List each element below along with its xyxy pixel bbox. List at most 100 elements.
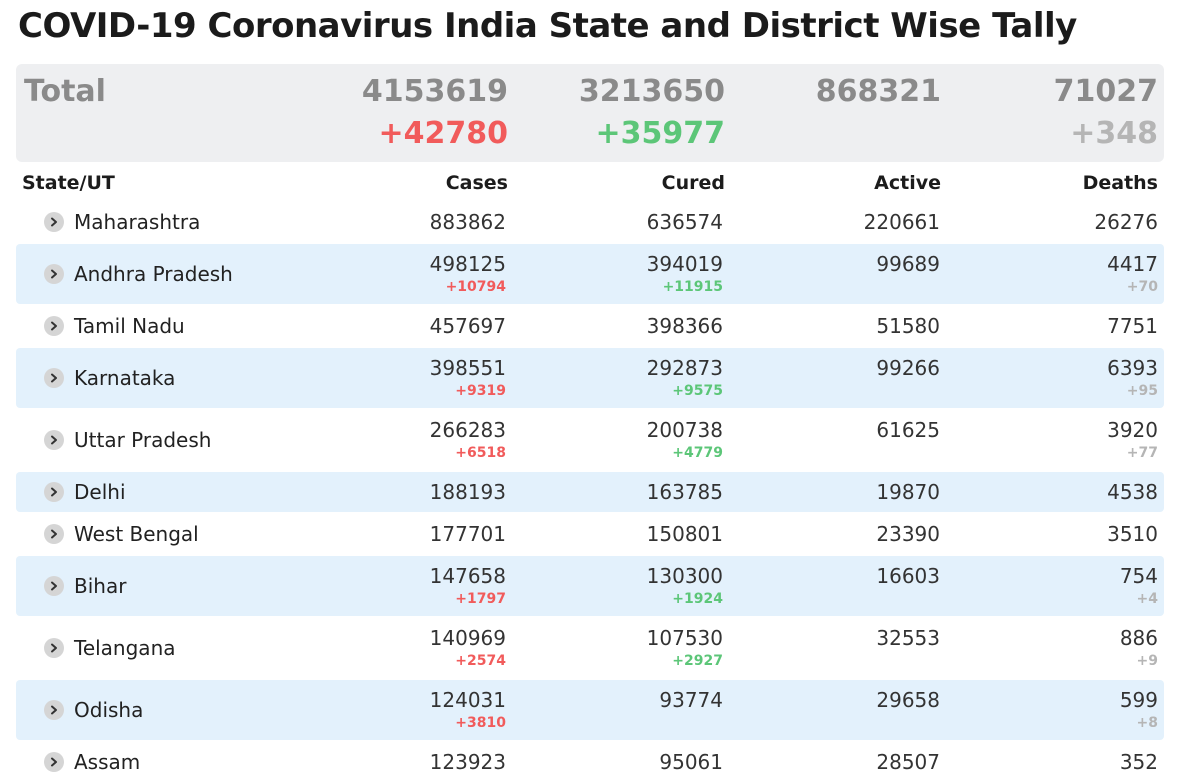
cases-value: 188193 bbox=[429, 480, 506, 504]
active-cell: 220661 bbox=[740, 210, 940, 234]
active-cell: 99689 bbox=[740, 252, 940, 276]
cases-delta: +3810 bbox=[455, 715, 506, 731]
cases-value: 398551 bbox=[429, 356, 506, 380]
table-row[interactable]: Karnataka 398551 +9319 292873 +9575 99266 6393… bbox=[16, 348, 1164, 408]
state-name: West Bengal bbox=[74, 522, 199, 546]
cured-cell: 200738 +4779 bbox=[523, 418, 723, 464]
state-cell[interactable]: Telangana bbox=[44, 636, 176, 660]
deaths-cell: 754 +4 bbox=[958, 564, 1158, 610]
total-summary: Total 4153619 +42780 3213650 +35977 8683… bbox=[16, 64, 1164, 162]
chevron-right-icon[interactable] bbox=[44, 524, 64, 544]
total-active: 868321 bbox=[741, 74, 941, 114]
deaths-cell: 7751 bbox=[958, 314, 1158, 338]
cured-value: 636574 bbox=[646, 210, 723, 234]
state-cell[interactable]: Odisha bbox=[44, 698, 143, 722]
total-cases: 4153619 +42780 bbox=[308, 74, 508, 151]
chevron-right-icon[interactable] bbox=[44, 638, 64, 658]
state-cell[interactable]: Karnataka bbox=[44, 366, 175, 390]
state-cell[interactable]: Delhi bbox=[44, 480, 126, 504]
total-cured-delta: +35977 bbox=[595, 116, 725, 151]
chevron-right-icon[interactable] bbox=[44, 482, 64, 502]
cured-cell: 107530 +2927 bbox=[523, 626, 723, 672]
chevron-right-icon[interactable] bbox=[44, 576, 64, 596]
cases-delta: +2574 bbox=[455, 653, 506, 669]
deaths-cell: 4538 bbox=[958, 480, 1158, 504]
table-row[interactable]: Delhi 188193 163785 19870 4538 bbox=[16, 472, 1164, 512]
cured-cell: 163785 bbox=[523, 480, 723, 504]
state-cell[interactable]: Tamil Nadu bbox=[44, 314, 185, 338]
cured-value: 163785 bbox=[646, 480, 723, 504]
active-value: 51580 bbox=[876, 314, 940, 338]
active-value: 61625 bbox=[876, 418, 940, 442]
deaths-value: 754 bbox=[1119, 564, 1158, 588]
cases-cell: 398551 +9319 bbox=[306, 356, 506, 402]
deaths-cell: 3510 bbox=[958, 522, 1158, 546]
state-name: Andhra Pradesh bbox=[74, 262, 233, 286]
chevron-right-icon[interactable] bbox=[44, 212, 64, 232]
table-row[interactable]: Andhra Pradesh 498125 +10794 394019 +11915 99… bbox=[16, 244, 1164, 304]
table-row[interactable]: Assam 123923 95061 28507 352 bbox=[16, 742, 1164, 776]
header-cured[interactable]: Cured bbox=[661, 172, 725, 194]
chevron-right-icon[interactable] bbox=[44, 752, 64, 772]
deaths-value: 26276 bbox=[1094, 210, 1158, 234]
total-cured: 3213650 +35977 bbox=[525, 74, 725, 151]
cases-value: 140969 bbox=[429, 626, 506, 650]
header-cases[interactable]: Cases bbox=[445, 172, 508, 194]
deaths-cell: 599 +8 bbox=[958, 688, 1158, 734]
cases-delta: +10794 bbox=[445, 279, 506, 295]
active-value: 99266 bbox=[876, 356, 940, 380]
deaths-value: 7751 bbox=[1107, 314, 1158, 338]
state-cell[interactable]: West Bengal bbox=[44, 522, 199, 546]
table-row[interactable]: Uttar Pradesh 266283 +6518 200738 +4779 61625… bbox=[16, 410, 1164, 470]
state-cell[interactable]: Uttar Pradesh bbox=[44, 428, 211, 452]
header-state[interactable]: State/UT bbox=[22, 172, 115, 194]
state-cell[interactable]: Bihar bbox=[44, 574, 126, 598]
total-active-value: 868321 bbox=[815, 74, 941, 109]
chevron-right-icon[interactable] bbox=[44, 430, 64, 450]
active-cell: 16603 bbox=[740, 564, 940, 588]
cured-value: 150801 bbox=[646, 522, 723, 546]
state-name: Odisha bbox=[74, 698, 144, 722]
total-deaths: 71027 +348 bbox=[958, 74, 1158, 151]
deaths-value: 3920 bbox=[1107, 418, 1158, 442]
cases-delta: +6518 bbox=[455, 445, 506, 461]
active-cell: 23390 bbox=[740, 522, 940, 546]
cases-cell: 123923 bbox=[306, 750, 506, 774]
table-row[interactable]: Maharashtra 883862 636574 220661 26276 bbox=[16, 202, 1164, 242]
deaths-value: 599 bbox=[1119, 688, 1158, 712]
chevron-right-icon[interactable] bbox=[44, 700, 64, 720]
chevron-right-icon[interactable] bbox=[44, 368, 64, 388]
deaths-delta: +95 bbox=[1126, 383, 1158, 399]
cured-value: 398366 bbox=[646, 314, 723, 338]
header-deaths[interactable]: Deaths bbox=[1082, 172, 1158, 194]
table-row[interactable]: Telangana 140969 +2574 107530 +2927 32553 886 +… bbox=[16, 618, 1164, 678]
cases-cell: 140969 +2574 bbox=[306, 626, 506, 672]
header-active[interactable]: Active bbox=[874, 172, 941, 194]
cured-cell: 398366 bbox=[523, 314, 723, 338]
table-row[interactable]: West Bengal 177701 150801 23390 3510 bbox=[16, 514, 1164, 554]
cases-value: 124031 bbox=[429, 688, 506, 712]
table-row[interactable]: Tamil Nadu 457697 398366 51580 7751 bbox=[16, 306, 1164, 346]
state-cell[interactable]: Andhra Pradesh bbox=[44, 262, 233, 286]
chevron-right-icon[interactable] bbox=[44, 316, 64, 336]
state-name: Bihar bbox=[74, 574, 127, 598]
active-cell: 29658 bbox=[740, 688, 940, 712]
state-cell[interactable]: Maharashtra bbox=[44, 210, 200, 234]
cases-value: 123923 bbox=[429, 750, 506, 774]
cases-value: 266283 bbox=[429, 418, 506, 442]
cases-cell: 498125 +10794 bbox=[306, 252, 506, 298]
table-row[interactable]: Bihar 147658 +1797 130300 +1924 16603 754 +4 bbox=[16, 556, 1164, 616]
cured-cell: 292873 +9575 bbox=[523, 356, 723, 402]
state-cell[interactable]: Assam bbox=[44, 750, 140, 774]
cured-delta: +9575 bbox=[672, 383, 723, 399]
chevron-right-icon[interactable] bbox=[44, 264, 64, 284]
active-value: 29658 bbox=[876, 688, 940, 712]
cases-value: 147658 bbox=[429, 564, 506, 588]
cases-value: 883862 bbox=[429, 210, 506, 234]
cured-delta: +2927 bbox=[672, 653, 723, 669]
deaths-cell: 352 bbox=[958, 750, 1158, 774]
table-row[interactable]: Odisha 124031 +3810 93774 29658 599 +8 bbox=[16, 680, 1164, 740]
total-cases-value: 4153619 bbox=[361, 74, 508, 109]
cured-value: 107530 bbox=[646, 626, 723, 650]
active-value: 23390 bbox=[876, 522, 940, 546]
